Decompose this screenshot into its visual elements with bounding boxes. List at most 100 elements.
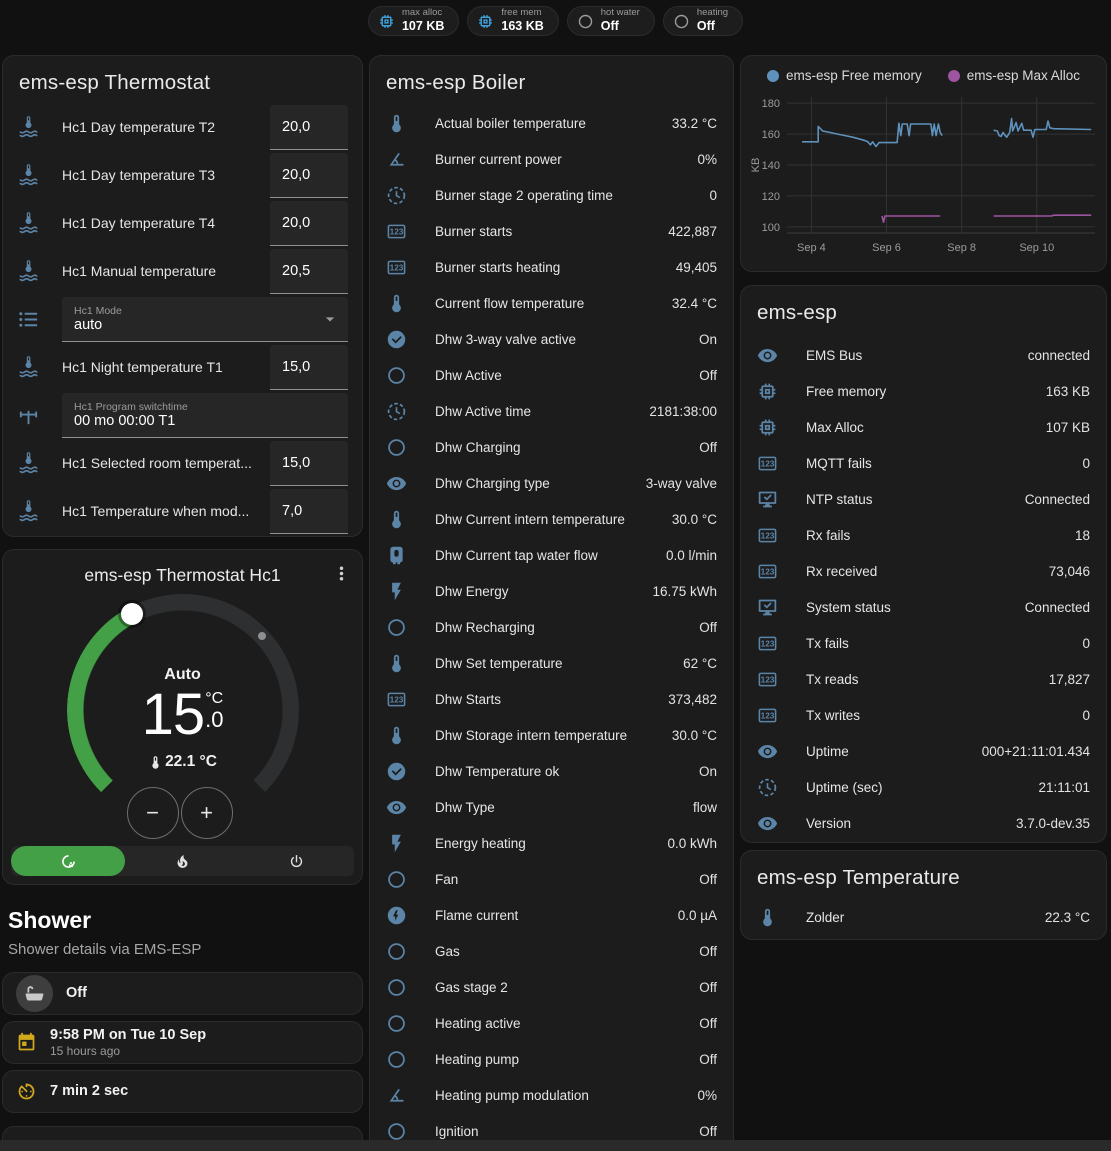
entity-row[interactable]: Dhw Type flow: [370, 789, 733, 825]
status-badge[interactable]: heating Off: [662, 6, 744, 36]
thermometer-icon: [757, 907, 778, 928]
entity-row[interactable]: Actual boiler temperature 33.2 °C: [370, 105, 733, 141]
entity-label: Ignition: [435, 1123, 479, 1139]
badge-value: Off: [696, 19, 715, 34]
entity-row[interactable]: 123 Tx fails 0: [741, 625, 1106, 661]
entity-row[interactable]: 123 Rx received 73,046: [741, 553, 1106, 589]
entity-row[interactable]: Heating pump Off: [370, 1041, 733, 1077]
entity-row[interactable]: Burner stage 2 operating time 0: [370, 177, 733, 213]
svg-text:123: 123: [390, 226, 404, 236]
entity-row[interactable]: Dhw 3-way valve active On: [370, 321, 733, 357]
entity-row[interactable]: 123 Tx writes 0: [741, 697, 1106, 733]
number-input[interactable]: 15,0: [270, 344, 348, 390]
entity-row[interactable]: Hc1 Temperature when mod... 7,0: [3, 487, 362, 535]
circle-outline-icon: [386, 1013, 407, 1034]
entity-row[interactable]: NTP status Connected: [741, 481, 1106, 517]
entity-value: 0.0 µA: [677, 907, 717, 923]
mode-button-thermostat-auto[interactable]: A: [11, 846, 126, 876]
entity-row[interactable]: Hc1 Day temperature T4 20,0: [3, 199, 362, 247]
entity-row[interactable]: Dhw Temperature ok On: [370, 753, 733, 789]
legend-item[interactable]: ems-esp Free memory: [766, 68, 922, 83]
number-input[interactable]: 20,5: [270, 248, 348, 294]
entity-row[interactable]: Free memory 163 KB: [741, 373, 1106, 409]
entity-row[interactable]: Zolder 22.3 °C: [741, 899, 1106, 935]
number-input[interactable]: 20,0: [270, 152, 348, 198]
entity-row[interactable]: Hc1 Mode auto: [3, 295, 362, 343]
entity-row[interactable]: Flame current 0.0 µA: [370, 897, 733, 933]
entity-label: Fan: [435, 871, 459, 887]
status-badge[interactable]: hot water Off: [566, 6, 655, 36]
entity-value: Connected: [1024, 599, 1090, 615]
entity-row[interactable]: 123 Rx fails 18: [741, 517, 1106, 553]
entity-row[interactable]: Ignition Off: [370, 1113, 733, 1149]
entity-row[interactable]: Heating pump modulation 0%: [370, 1077, 733, 1113]
number-input[interactable]: 15,0: [270, 440, 348, 486]
entity-label: Uptime: [806, 743, 849, 759]
horizontal-scrollbar[interactable]: [0, 1140, 1111, 1151]
more-options-icon[interactable]: [331, 563, 352, 584]
entity-row[interactable]: Dhw Active time 2181:38:00: [370, 393, 733, 429]
entity-row[interactable]: Dhw Charging type 3-way valve: [370, 465, 733, 501]
legend-item[interactable]: ems-esp Max Alloc: [947, 68, 1080, 83]
badge-value: 107 KB: [401, 19, 445, 34]
shower-info-card[interactable]: 7 min 2 sec: [2, 1070, 363, 1113]
decrease-temp-button[interactable]: −: [126, 787, 179, 839]
entity-row[interactable]: Hc1 Night temperature T1 15,0: [3, 343, 362, 391]
entity-row[interactable]: Gas stage 2 Off: [370, 969, 733, 1005]
entity-row[interactable]: Hc1 Day temperature T3 20,0: [3, 151, 362, 199]
status-badge[interactable]: max alloc 107 KB: [367, 6, 460, 36]
entity-row[interactable]: Fan Off: [370, 861, 733, 897]
entity-row[interactable]: Dhw Recharging Off: [370, 609, 733, 645]
entity-row[interactable]: Hc1 Selected room temperat... 15,0: [3, 439, 362, 487]
entity-row[interactable]: 123 Burner starts heating 49,405: [370, 249, 733, 285]
mode-button-power[interactable]: [240, 846, 354, 876]
svg-text:123: 123: [761, 638, 775, 648]
entity-row[interactable]: Uptime (sec) 21:11:01: [741, 769, 1106, 805]
shower-info-card[interactable]: Off: [2, 972, 363, 1015]
mode-select[interactable]: Hc1 Mode auto: [62, 296, 348, 342]
status-badge[interactable]: free mem 163 KB: [467, 6, 559, 36]
entity-row[interactable]: Version 3.7.0-dev.35: [741, 805, 1106, 841]
entity-row[interactable]: Current flow temperature 32.4 °C: [370, 285, 733, 321]
entity-row[interactable]: Dhw Storage intern temperature 30.0 °C: [370, 717, 733, 753]
svg-text:123: 123: [761, 710, 775, 720]
number-input[interactable]: 20,0: [270, 200, 348, 246]
entity-row[interactable]: Gas Off: [370, 933, 733, 969]
entity-value: 0: [1082, 635, 1090, 651]
entity-row[interactable]: Dhw Charging Off: [370, 429, 733, 465]
memory-icon: [378, 13, 395, 30]
entity-row[interactable]: Dhw Current intern temperature 30.0 °C: [370, 501, 733, 537]
entity-row[interactable]: 123 Burner starts 422,887: [370, 213, 733, 249]
mode-button-fire[interactable]: [125, 846, 239, 876]
number-input[interactable]: 20,0: [270, 104, 348, 150]
circle-outline-icon: [386, 1121, 407, 1142]
current-temp-value: 22.1 °C: [165, 753, 217, 770]
entity-row[interactable]: EMS Bus connected: [741, 337, 1106, 373]
entity-row[interactable]: 123 Dhw Starts 373,482: [370, 681, 733, 717]
entity-row[interactable]: Heating active Off: [370, 1005, 733, 1041]
entity-row[interactable]: Dhw Energy 16.75 kWh: [370, 573, 733, 609]
entity-row[interactable]: 123 Tx reads 17,827: [741, 661, 1106, 697]
entity-row[interactable]: Hc1 Manual temperature 20,5: [3, 247, 362, 295]
entity-row[interactable]: Hc1 Program switchtime 00 mo 00:00 T1: [3, 391, 362, 439]
entity-row[interactable]: Dhw Set temperature 62 °C: [370, 645, 733, 681]
entity-label: Dhw Type: [435, 799, 495, 815]
circle-outline-icon: [386, 617, 407, 638]
entity-value: On: [698, 331, 717, 347]
shower-info-card[interactable]: 9:58 PM on Tue 10 Sep 15 hours ago: [2, 1021, 363, 1064]
number-input[interactable]: 7,0: [270, 488, 348, 534]
entity-row[interactable]: Hc1 Day temperature T2 20,0: [3, 103, 362, 151]
increase-temp-button[interactable]: +: [180, 787, 233, 839]
entity-row[interactable]: Burner current power 0%: [370, 141, 733, 177]
text-input[interactable]: Hc1 Program switchtime 00 mo 00:00 T1: [62, 392, 348, 438]
dial-handle[interactable]: [120, 603, 143, 625]
entity-row[interactable]: Dhw Current tap water flow 0.0 l/min: [370, 537, 733, 573]
entity-label: Hc1 Selected room temperat...: [62, 455, 252, 471]
entity-row[interactable]: Max Alloc 107 KB: [741, 409, 1106, 445]
entity-row[interactable]: 123 MQTT fails 0: [741, 445, 1106, 481]
entity-row[interactable]: Dhw Active Off: [370, 357, 733, 393]
entity-row[interactable]: System status Connected: [741, 589, 1106, 625]
entity-row[interactable]: Energy heating 0.0 kWh: [370, 825, 733, 861]
thermometer-icon: [386, 653, 407, 674]
entity-row[interactable]: Uptime 000+21:11:01.434: [741, 733, 1106, 769]
